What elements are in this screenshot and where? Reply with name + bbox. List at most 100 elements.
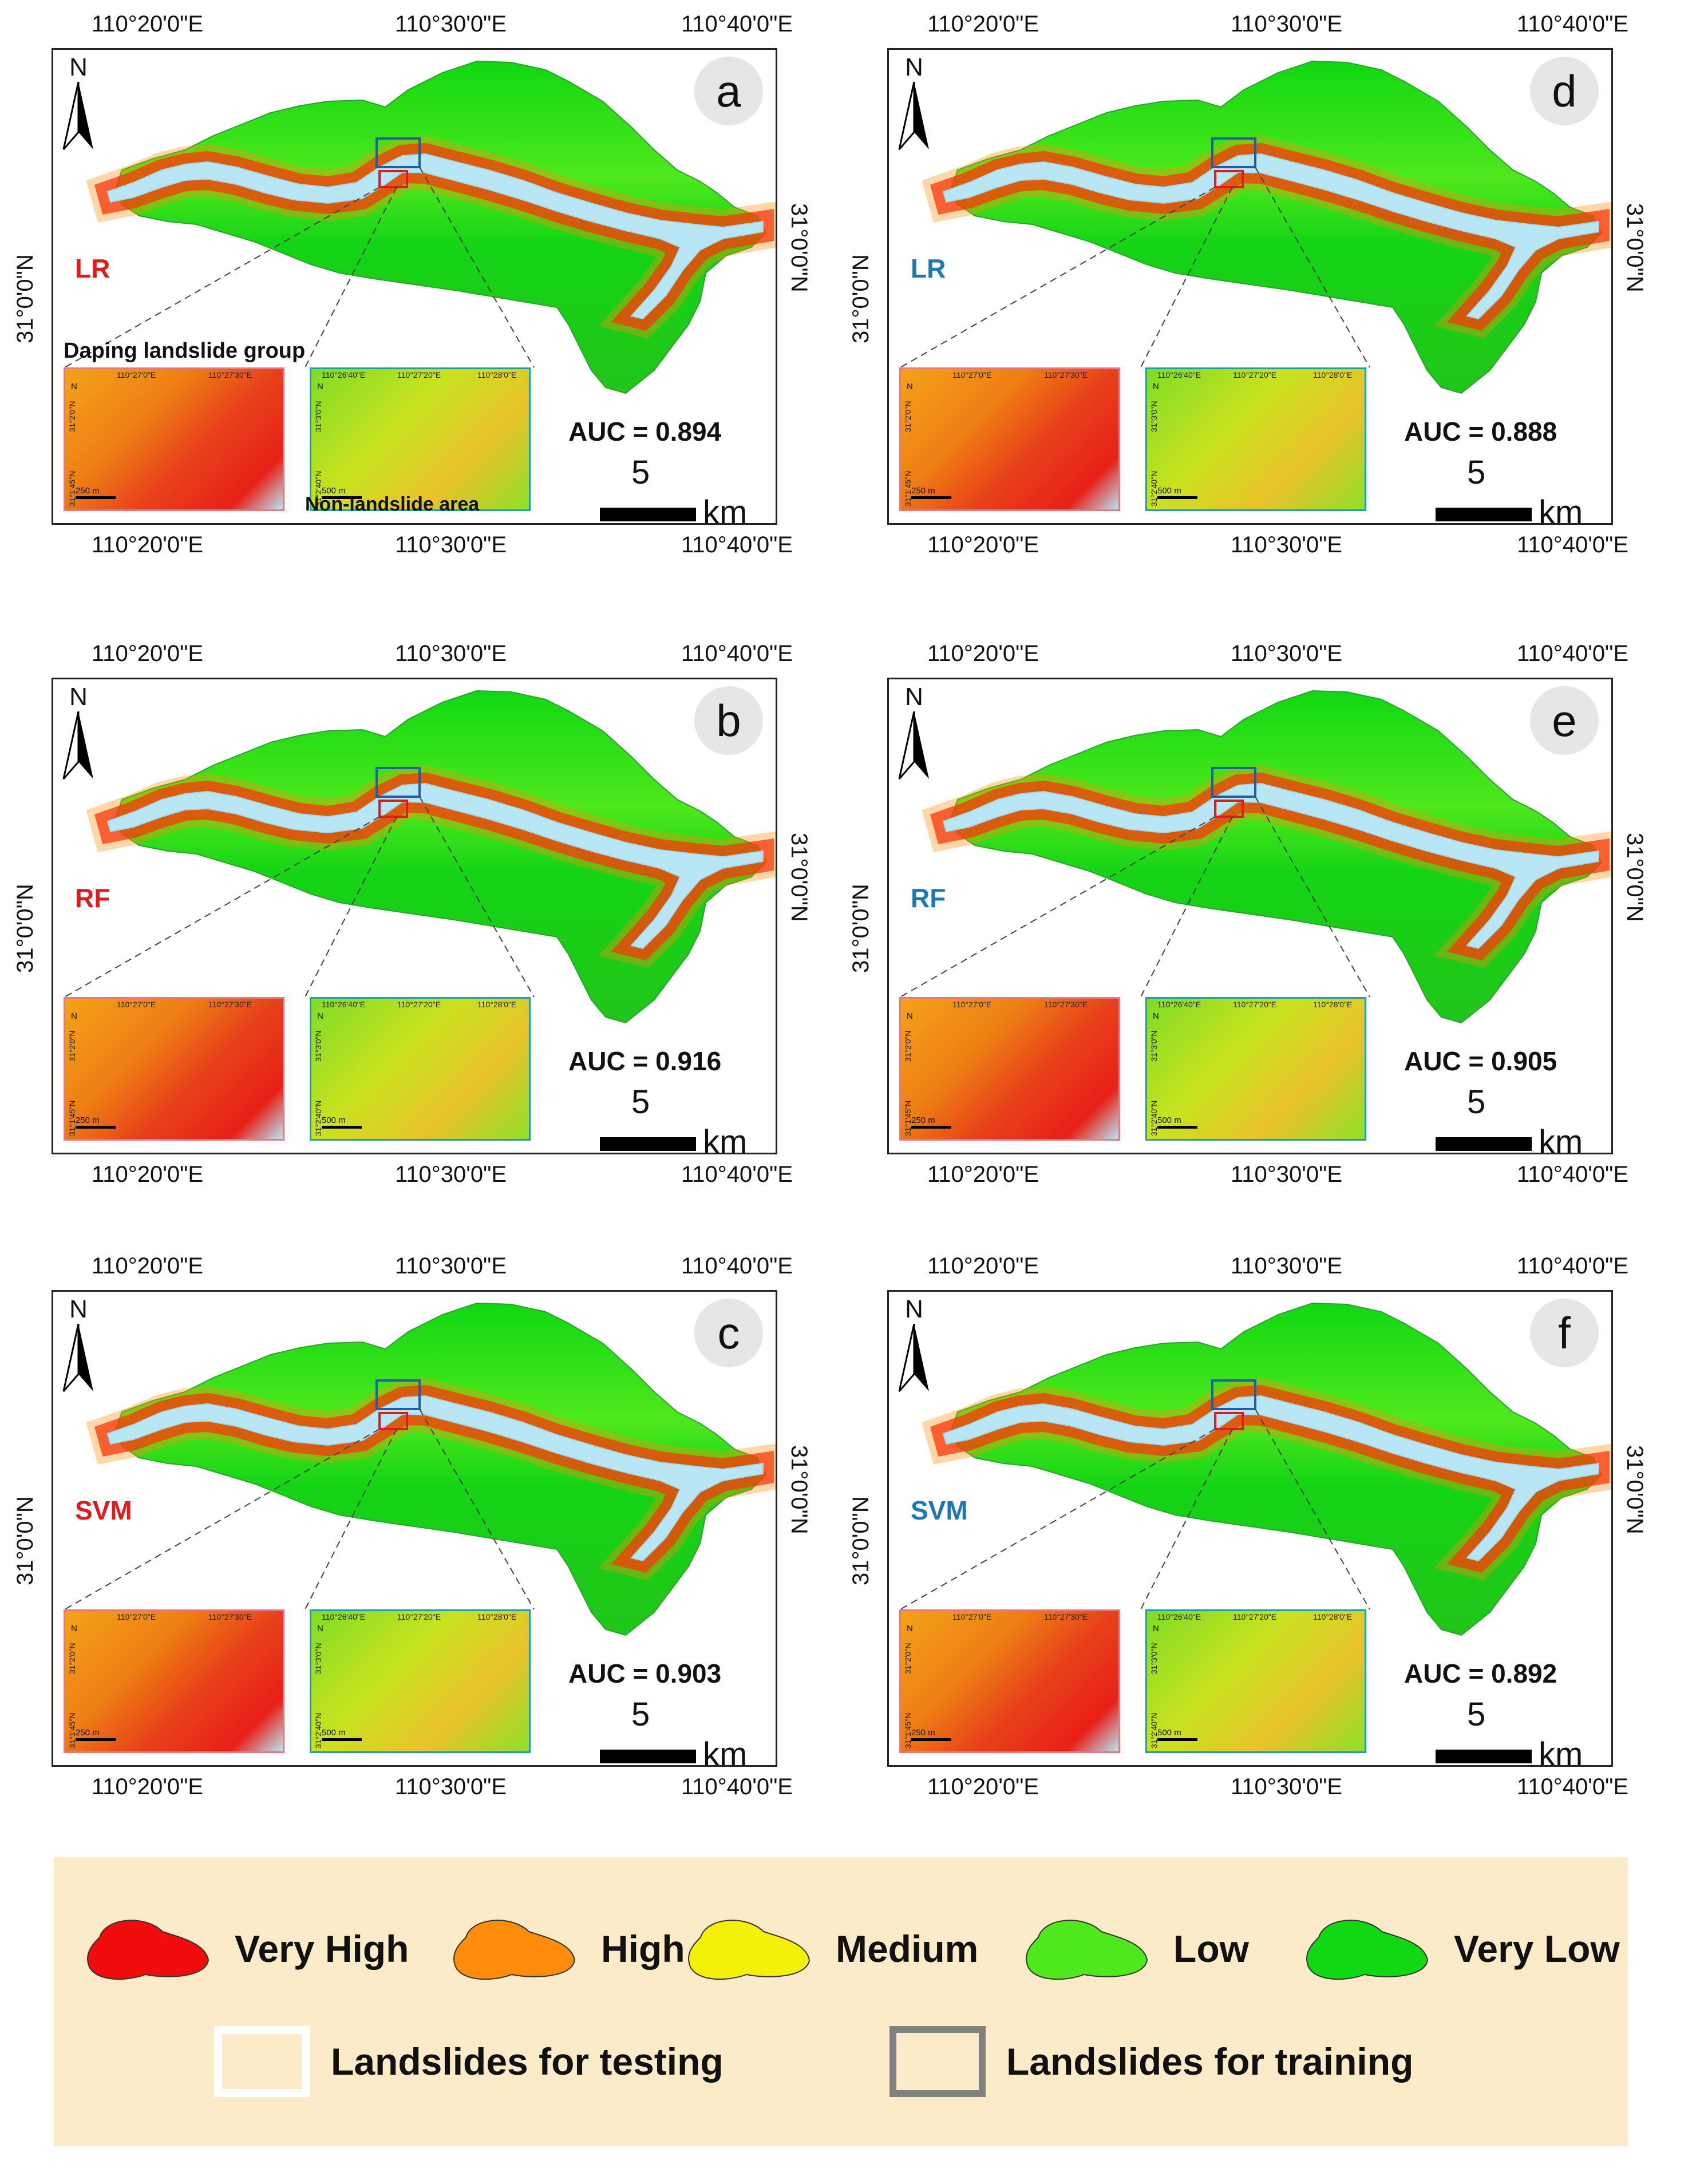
lon-tick-top: 110°40'0"E	[1517, 1253, 1629, 1279]
testing-box-icon	[214, 2026, 310, 2097]
lon-tick-top: 110°30'0"E	[1231, 641, 1343, 666]
scale-value: 5	[1467, 1696, 1486, 1733]
panel-letter: f	[1530, 1299, 1599, 1367]
north-label: N	[905, 1295, 923, 1323]
map-frame: N c SVM AUC = 0.903 5 km 110°27'0"E 110°2…	[52, 1290, 777, 1767]
legend-class-low: Low	[1021, 1912, 1249, 1986]
inset-non-landslide: 110°26'40"E 110°27'20"E 110°28'0"E N 31°3'…	[1145, 367, 1366, 511]
north-label: N	[69, 683, 88, 711]
map-panel-c: 110°20'0"E 110°20'0"E 110°30'0"E 110°30'0"E…	[0, 1242, 847, 1877]
scale-bar	[600, 508, 696, 521]
river	[106, 1395, 764, 1562]
inset-daping: 110°27'0"E 110°27'30"E N 31°2'0"N 31°1'45…	[64, 367, 284, 511]
inset-daping: 110°27'0"E 110°27'30"E N 31°2'0"N 31°1'45…	[899, 997, 1120, 1141]
legend-class-medium: Medium	[683, 1912, 978, 1986]
inset-daping: 110°27'0"E 110°27'30"E N 31°2'0"N 31°1'45…	[64, 997, 284, 1141]
river	[106, 153, 764, 320]
study-area	[950, 690, 1603, 1024]
inset-scale: 500 m	[322, 1115, 362, 1129]
training-box-icon	[889, 2026, 986, 2097]
panel-letter: d	[1530, 57, 1599, 125]
map-frame: N f SVM AUC = 0.892 5 km 110°27'0"E 110°2…	[887, 1290, 1613, 1767]
inset-scale: 500 m	[1157, 486, 1197, 499]
auc-value: AUC = 0.892	[1404, 1659, 1557, 1688]
non-landslide-box	[1211, 767, 1256, 798]
map-frame: N b RF AUC = 0.916 5 km 110°27'0"E 110°27…	[52, 678, 777, 1154]
lon-tick-bottom: 110°40'0"E	[681, 532, 793, 557]
daping-box	[1214, 170, 1244, 188]
inset-scale: 250 m	[911, 1115, 951, 1129]
auc-value: AUC = 0.888	[1404, 417, 1557, 446]
north-arrow: N	[61, 1295, 118, 1410]
north-label: N	[69, 53, 88, 81]
scale-unit: km	[1539, 1123, 1583, 1154]
inset-non-landslide: 110°26'40"E 110°27'20"E 110°28'0"E N 31°3'…	[310, 367, 531, 511]
scale-value: 5	[1467, 1083, 1486, 1121]
inset-scale: 250 m	[911, 486, 951, 499]
inset-scale: 250 m	[76, 1728, 116, 1741]
model-label: RF	[911, 883, 946, 913]
susceptibility-map	[64, 690, 776, 1024]
legend-testing: Landslides for testing	[214, 2026, 723, 2097]
inset-scale: 500 m	[322, 486, 362, 499]
lat-tick-right: 31°0'0"N	[786, 1445, 812, 1534]
legend-swatch-icon	[688, 1920, 811, 1980]
scale-unit: km	[703, 494, 748, 525]
legend-class-very-high: Very High	[82, 1912, 409, 1986]
scale-bar	[1436, 1750, 1532, 1763]
scale-bar	[1436, 1137, 1532, 1151]
river	[106, 782, 764, 949]
lon-tick-top: 110°20'0"E	[927, 641, 1039, 666]
non-landslide-box	[375, 767, 421, 798]
map-frame: N a LR AUC = 0.894 5 km 110°27'0"E 110°27…	[52, 48, 777, 525]
daping-box	[1214, 1412, 1244, 1430]
lon-tick-bottom: 110°30'0"E	[1231, 1774, 1343, 1799]
model-label: RF	[75, 883, 110, 913]
scale-bar	[1436, 508, 1532, 521]
north-arrow-icon	[898, 711, 929, 780]
lon-tick-top: 110°40'0"E	[1517, 11, 1629, 37]
scale-unit: km	[703, 1736, 748, 1767]
map-panel-a: 110°20'0"E 110°20'0"E 110°30'0"E 110°30'0"E…	[0, 0, 847, 635]
lon-tick-top: 110°20'0"E	[92, 11, 204, 37]
map-panel-e: 110°20'0"E 110°20'0"E 110°30'0"E 110°30'0"E…	[836, 630, 1683, 1265]
map-frame: N d LR AUC = 0.888 5 km 110°27'0"E 110°27…	[887, 48, 1613, 525]
lon-tick-bottom: 110°20'0"E	[927, 1774, 1039, 1799]
north-arrow-icon	[62, 711, 93, 780]
lon-tick-bottom: 110°40'0"E	[1517, 532, 1629, 557]
lat-tick-right: 31°0'0"N	[786, 203, 812, 292]
legend-class-label: Low	[1173, 1928, 1249, 1970]
lon-tick-bottom: 110°40'0"E	[1517, 1162, 1629, 1187]
daping-box	[378, 800, 408, 818]
lon-tick-top: 110°40'0"E	[681, 1253, 793, 1279]
lon-tick-top: 110°30'0"E	[395, 1253, 507, 1279]
north-label: N	[905, 53, 923, 81]
scale-unit: km	[703, 1123, 748, 1154]
panel-letter: b	[694, 686, 763, 755]
scale-bar	[600, 1750, 696, 1763]
lat-tick-left: 31°0'0"N	[13, 1496, 38, 1585]
legend-class-very-low: Very Low	[1302, 1912, 1620, 1986]
study-area	[950, 60, 1603, 394]
daping-box	[378, 1412, 408, 1430]
daping-box	[378, 170, 408, 188]
non-landslide-box	[375, 1379, 421, 1410]
legend-class-high: High	[449, 1912, 685, 1986]
river	[942, 153, 1599, 320]
inset-non-landslide: 110°26'40"E 110°27'20"E 110°28'0"E N 31°3'…	[310, 997, 531, 1141]
inset-non-landslide: 110°26'40"E 110°27'20"E 110°28'0"E N 31°3'…	[1145, 1609, 1366, 1753]
study-area	[114, 60, 767, 394]
non-landslide-label: Non-landslide area	[305, 493, 480, 515]
daping-box	[1214, 800, 1244, 818]
north-arrow: N	[897, 1295, 954, 1410]
panel-letter: a	[694, 57, 763, 125]
scale-value: 5	[631, 1083, 650, 1121]
inset-daping: 110°27'0"E 110°27'30"E N 31°2'0"N 31°1'45…	[64, 1609, 284, 1753]
map-frame: N e RF AUC = 0.905 5 km 110°27'0"E 110°27…	[887, 678, 1613, 1154]
north-arrow-icon	[898, 81, 929, 150]
lon-tick-bottom: 110°20'0"E	[92, 1162, 204, 1187]
lat-tick-left: 31°0'0"N	[848, 884, 873, 973]
lon-tick-top: 110°40'0"E	[681, 11, 793, 37]
susceptibility-map	[64, 1302, 776, 1636]
panel-letter: e	[1530, 686, 1599, 755]
